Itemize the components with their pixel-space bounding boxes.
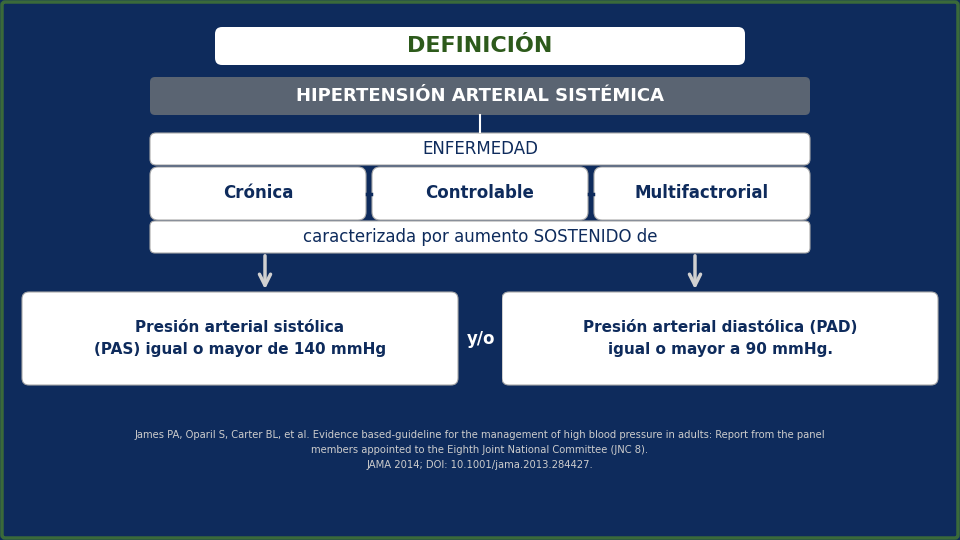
Text: y/o: y/o <box>467 329 495 348</box>
FancyBboxPatch shape <box>460 292 502 385</box>
Text: Presión arterial sistólica
(PAS) igual o mayor de 140 mmHg: Presión arterial sistólica (PAS) igual o… <box>94 320 386 357</box>
FancyBboxPatch shape <box>502 292 938 385</box>
FancyBboxPatch shape <box>150 167 366 220</box>
FancyBboxPatch shape <box>215 27 745 65</box>
FancyBboxPatch shape <box>372 167 588 220</box>
Text: DEFINICIÓN: DEFINICIÓN <box>407 36 553 56</box>
Text: caracterizada por aumento SOSTENIDO de: caracterizada por aumento SOSTENIDO de <box>302 228 658 246</box>
FancyBboxPatch shape <box>594 167 810 220</box>
Text: Controlable: Controlable <box>425 185 535 202</box>
FancyBboxPatch shape <box>22 292 458 385</box>
Text: ENFERMEDAD: ENFERMEDAD <box>422 140 538 158</box>
Text: Crónica: Crónica <box>223 185 293 202</box>
Text: Multifactrorial: Multifactrorial <box>635 185 769 202</box>
Text: James PA, Oparil S, Carter BL, et al. Evidence based-guideline for the managemen: James PA, Oparil S, Carter BL, et al. Ev… <box>134 430 826 470</box>
FancyBboxPatch shape <box>150 77 810 115</box>
FancyBboxPatch shape <box>150 133 810 165</box>
Text: HIPERTENSIÓN ARTERIAL SISTÉMICA: HIPERTENSIÓN ARTERIAL SISTÉMICA <box>296 87 664 105</box>
FancyBboxPatch shape <box>150 221 810 253</box>
Text: Presión arterial diastólica (PAD)
igual o mayor a 90 mmHg.: Presión arterial diastólica (PAD) igual … <box>583 320 857 357</box>
